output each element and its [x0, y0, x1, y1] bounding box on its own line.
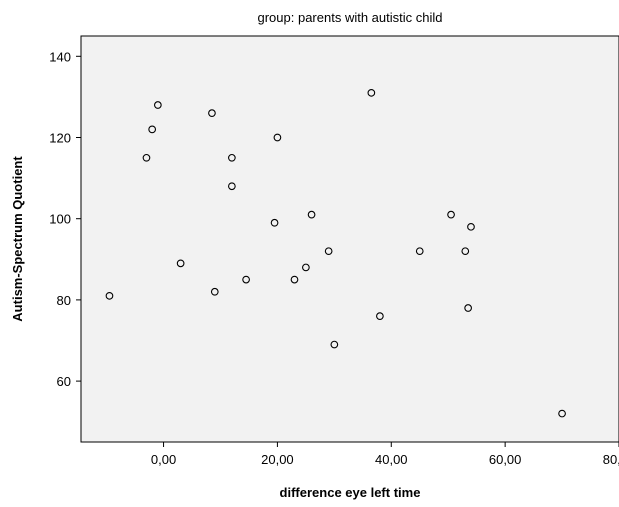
data-point	[464, 304, 472, 312]
y-tick-label: 100	[49, 212, 71, 227]
data-point	[142, 153, 151, 162]
y-axis-title: Autism-Spectrum Quotient	[10, 156, 25, 322]
data-point	[270, 218, 279, 227]
data-points	[105, 88, 566, 418]
data-point	[148, 125, 157, 134]
y-tick-label: 120	[49, 131, 71, 146]
data-point	[307, 210, 316, 219]
plot-area	[80, 35, 619, 443]
x-tick-label: 0,00	[151, 452, 176, 467]
y-tick-label: 140	[49, 49, 71, 64]
data-point	[367, 88, 376, 97]
y-tick-label: 60	[57, 374, 71, 389]
chart-title: group: parents with autistic child	[258, 10, 443, 25]
data-point	[228, 182, 236, 191]
y-tick-label: 80	[57, 293, 71, 308]
x-tick-label: 40,00	[375, 452, 408, 467]
data-point	[228, 153, 236, 162]
data-point	[415, 247, 424, 256]
data-point	[105, 291, 114, 300]
data-point	[467, 222, 475, 231]
x-tick-label: 80,00	[603, 452, 619, 467]
data-point	[242, 275, 250, 284]
x-tick-label: 20,00	[261, 452, 294, 467]
y-axis: 60 80 100 120 140	[49, 49, 81, 389]
data-point	[210, 287, 219, 296]
x-axis: 0,00 20,00 40,00 60,00 80,00	[151, 442, 619, 467]
data-point	[461, 247, 470, 256]
data-point	[330, 340, 339, 349]
data-point	[208, 109, 216, 117]
data-point	[302, 263, 310, 272]
data-point	[376, 312, 384, 320]
x-tick-label: 60,00	[489, 452, 522, 467]
data-point	[273, 133, 282, 142]
data-point	[176, 259, 185, 268]
data-point	[558, 409, 566, 418]
data-point	[154, 101, 162, 109]
data-point	[447, 210, 455, 219]
data-point	[324, 247, 333, 256]
x-axis-title: difference eye left time	[280, 485, 421, 500]
data-point	[290, 275, 299, 284]
